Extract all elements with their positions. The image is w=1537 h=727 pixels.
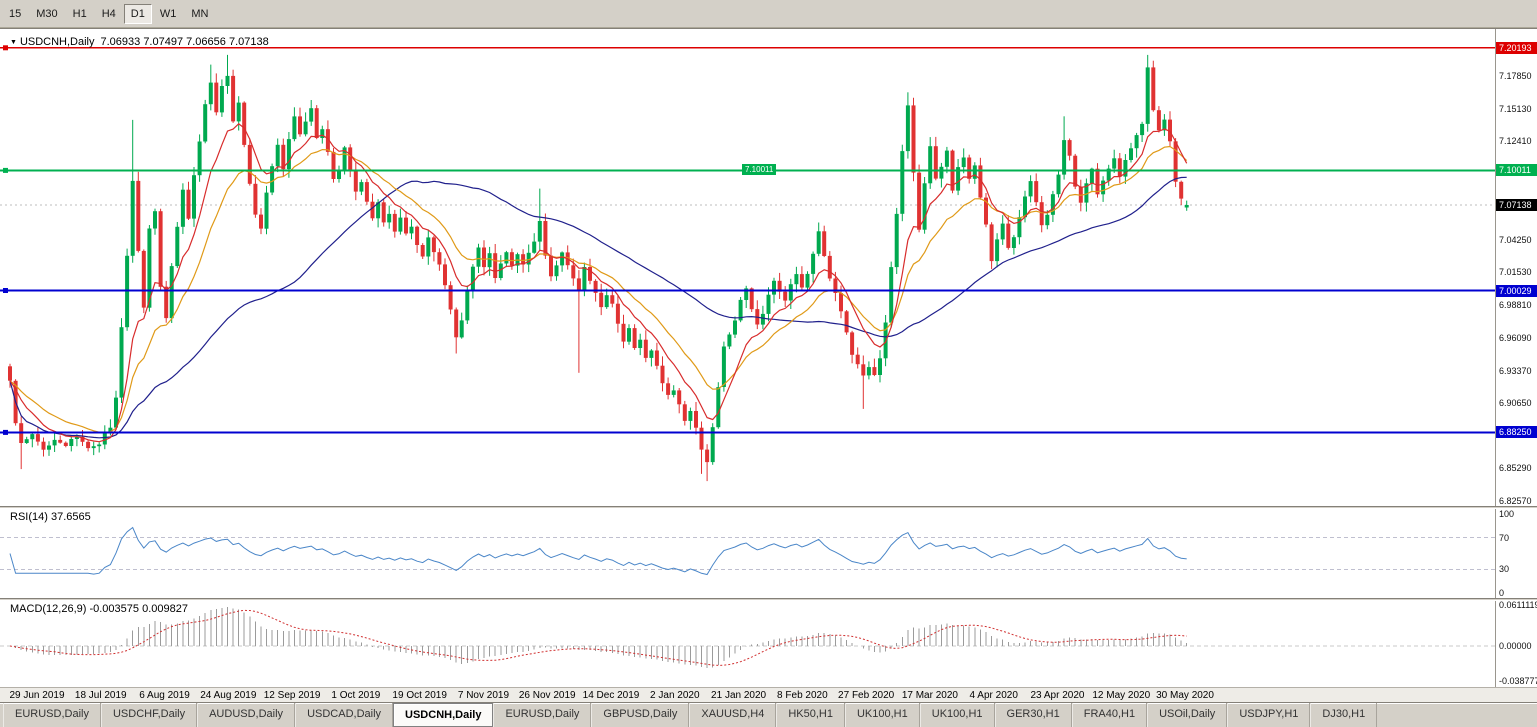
chart-tab-usdchf-daily[interactable]: USDCHF,Daily <box>100 703 198 727</box>
chart-title: ▼ USDCNH,Daily 7.06933 7.07497 7.06656 7.0… <box>10 36 269 48</box>
chart-tab-usdcnh-daily[interactable]: USDCNH,Daily <box>393 703 494 727</box>
axis-tick-label: 70 <box>1499 532 1510 543</box>
axis-tick-label: 6.98810 <box>1499 300 1532 311</box>
axis-tick-label: 0.00000 <box>1499 641 1532 651</box>
axis-tick-label: 6.96090 <box>1499 332 1532 343</box>
chart-tab-usoil-daily[interactable]: USOil,Daily <box>1147 703 1228 727</box>
price-tag: 6.88250 <box>1496 426 1537 439</box>
date-label: 8 Feb 2020 <box>777 690 828 701</box>
chart-tab-audusd-daily[interactable]: AUDUSD,Daily <box>197 703 296 727</box>
date-label: 27 Feb 2020 <box>838 690 895 701</box>
timeframe-button-d1[interactable]: D1 <box>123 3 152 24</box>
date-label: 6 Aug 2019 <box>139 690 190 701</box>
chart-symbol-period: USDCNH,Daily <box>19 36 95 48</box>
timeframe-button-15[interactable]: 15 <box>2 3 29 24</box>
price-tag: 7.07138 <box>1496 198 1537 211</box>
time-axis[interactable]: 29 Jun 2019 18 Jul 2019 6 Aug 2019 24 Aug 2… <box>0 687 1537 703</box>
date-label: 29 Jun 2019 <box>9 690 65 701</box>
chart-tab-uk100-h1[interactable]: UK100,H1 <box>919 703 995 727</box>
chart-area: ▼ USDCNH,Daily 7.06933 7.07497 7.06656 7.0… <box>0 28 1537 703</box>
axis-tick-label: 6.93370 <box>1499 365 1532 376</box>
date-label: 14 Dec 2019 <box>582 690 640 701</box>
chart-tab-ger30-h1[interactable]: GER30,H1 <box>994 703 1072 727</box>
macd-pane-header: MACD(12,26,9) -0.003575 0.009827 <box>10 603 188 615</box>
candlestick-chart-svg[interactable] <box>0 29 1495 687</box>
pane-splitter[interactable] <box>0 506 1537 509</box>
axis-tick-label: 6.90650 <box>1499 398 1532 409</box>
date-label: 12 May 2020 <box>1092 690 1151 701</box>
timeframe-button-mn[interactable]: MN <box>184 3 216 24</box>
symbol-marker-icon: ▼ <box>10 39 17 46</box>
axis-tick-label: 6.82570 <box>1499 495 1532 506</box>
date-label: 23 Apr 2020 <box>1030 690 1085 701</box>
pane-splitter[interactable] <box>0 598 1537 601</box>
price-tag: 7.10011 <box>1496 164 1537 177</box>
axis-tick-label: 7.15130 <box>1499 103 1532 114</box>
axis-tick-label: 7.01530 <box>1499 267 1532 278</box>
axis-tick-label: 100 <box>1499 509 1515 519</box>
chart-tab-usdcad-daily[interactable]: USDCAD,Daily <box>295 703 394 727</box>
date-label: 30 May 2020 <box>1156 690 1214 701</box>
chart-tab-hk50-h1[interactable]: HK50,H1 <box>776 703 845 727</box>
axis-tick-label: 7.12410 <box>1499 136 1532 147</box>
chart-tab-eurusd-daily[interactable]: EURUSD,Daily <box>3 703 101 727</box>
chart-tab-dj30-h1[interactable]: DJ30,H1 <box>1310 703 1378 727</box>
chart-tab-gbpusd-daily[interactable]: GBPUSD,Daily <box>591 703 690 727</box>
chart-tab-xauusd-h4[interactable]: XAUUSD,H4 <box>689 703 777 727</box>
axis-tick-label: 0.0611119 <box>1499 600 1537 610</box>
date-label: 18 Jul 2019 <box>74 690 127 701</box>
date-label: 26 Nov 2019 <box>518 690 576 701</box>
price-axis[interactable]: 7.17850 7.15130 7.12410 7.04250 7.01530 6.988… <box>1495 29 1537 687</box>
timeframe-button-h4[interactable]: H4 <box>94 3 123 24</box>
chart-tabs-bar: EURUSD,Daily USDCHF,Daily AUDUSD,Daily USDC… <box>0 702 1537 727</box>
date-label: 19 Oct 2019 <box>392 690 447 701</box>
axis-tick-label: 30 <box>1499 564 1510 575</box>
hline-price-label-tag[interactable]: 7.10011 <box>742 164 777 175</box>
rsi-pane-header: RSI(14) 37.6565 <box>10 511 91 523</box>
chart-tab-eurusd-daily[interactable]: EURUSD,Daily <box>493 703 592 727</box>
price-tag: 7.00029 <box>1496 284 1537 297</box>
timeframe-toolbar: 15 M30 H1 H4 D1 W1 MN <box>0 0 1537 28</box>
axis-tick-label: 6.85290 <box>1499 462 1532 473</box>
timeframe-button-w1[interactable]: W1 <box>152 3 184 24</box>
date-label: 12 Sep 2019 <box>263 690 321 701</box>
date-label: 4 Apr 2020 <box>969 690 1018 701</box>
timeframe-button-h1[interactable]: H1 <box>65 3 94 24</box>
chart-tab-usdjpy-h1[interactable]: USDJPY,H1 <box>1227 703 1311 727</box>
date-label: 2 Jan 2020 <box>650 690 700 701</box>
timeframe-button-m30[interactable]: M30 <box>29 3 65 24</box>
axis-tick-label: -0.038777 <box>1499 676 1537 686</box>
chart-plot[interactable]: ▼ USDCNH,Daily 7.06933 7.07497 7.06656 7.0… <box>0 29 1495 687</box>
chart-tab-fra40-h1[interactable]: FRA40,H1 <box>1071 703 1148 727</box>
date-label: 1 Oct 2019 <box>331 690 381 701</box>
axis-tick-label: 7.04250 <box>1499 234 1532 245</box>
date-label: 24 Aug 2019 <box>200 690 257 701</box>
chart-ohlc-quote: 7.06933 7.07497 7.06656 7.07138 <box>100 36 269 48</box>
date-label: 7 Nov 2019 <box>457 690 510 701</box>
axis-tick-label: 7.17850 <box>1499 71 1532 81</box>
chart-tab-uk100-h1[interactable]: UK100,H1 <box>844 703 920 727</box>
axis-tick-label: 0 <box>1499 588 1505 598</box>
date-label: 17 Mar 2020 <box>901 690 958 701</box>
date-label: 21 Jan 2020 <box>711 690 767 701</box>
price-tag: 7.20193 <box>1496 41 1537 54</box>
